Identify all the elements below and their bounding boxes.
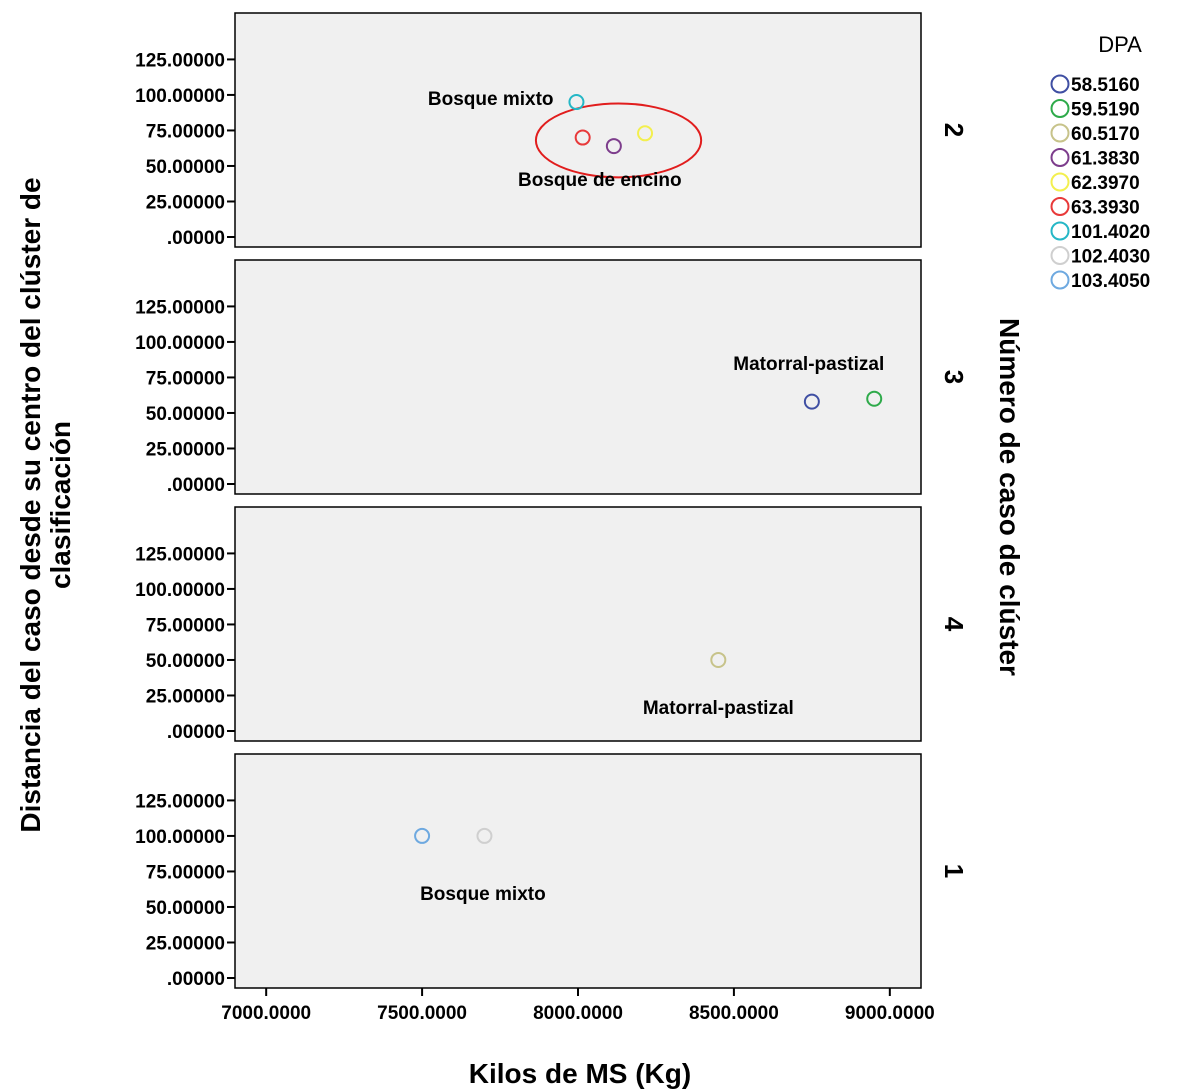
- legend-label: 62.3970: [1071, 173, 1140, 194]
- legend-entry: 103.4050: [1050, 270, 1150, 292]
- legend-title: DPA: [1098, 32, 1142, 57]
- legend-label: 101.4020: [1071, 222, 1150, 243]
- y-tick-label: .00000: [167, 228, 225, 249]
- y-tick-label: 25.00000: [146, 933, 225, 954]
- x-axis-title: Kilos de MS (Kg): [469, 1058, 691, 1089]
- data-point-dpa-103.4050: [414, 827, 431, 844]
- x-tick-label: 8000.0000: [533, 1003, 623, 1024]
- y-tick-label: 75.00000: [146, 862, 225, 883]
- legend-label: 59.5190: [1071, 100, 1140, 121]
- x-tick-label: 8500.0000: [689, 1003, 779, 1024]
- right-axis-title: Número de caso de clúster: [994, 318, 1025, 676]
- panel-label-cluster-1: 1: [939, 864, 969, 878]
- legend-marker: [1050, 172, 1070, 192]
- legend-label: 61.3830: [1071, 149, 1140, 170]
- panel-cluster-4: .00000 25.00000 50.00000 75.00000 100.00000 1…: [135, 506, 969, 743]
- data-point-dpa-59.5190: [866, 390, 883, 407]
- y-tick-label: 25.00000: [146, 192, 225, 213]
- data-point-dpa-61.3830: [605, 138, 622, 155]
- data-point-dpa-63.3930: [574, 129, 591, 146]
- y-axis-title: Distancia del caso desde su centro del c…: [15, 177, 76, 832]
- panel-frame: [234, 12, 922, 248]
- panels-layer: .00000 25.00000 50.00000 75.00000 100.00000 1…: [135, 12, 969, 990]
- legend-entry: 102.4030: [1050, 246, 1150, 268]
- y-tick-label: .00000: [167, 969, 225, 990]
- y-tick-label: 75.00000: [146, 615, 225, 636]
- legend-entry: 61.3830: [1050, 148, 1140, 170]
- y-tick-label: 50.00000: [146, 404, 225, 425]
- y-axis-title-line-2: clasificación: [45, 421, 76, 589]
- legend-marker: [1050, 270, 1070, 290]
- legend-entry: 63.3930: [1050, 197, 1140, 219]
- legend-marker: [1050, 99, 1070, 118]
- y-tick-label: 125.00000: [135, 50, 225, 71]
- legend-marker: [1050, 221, 1070, 241]
- legend-entry: 101.4020: [1050, 221, 1150, 243]
- annotation-label: Matorral-pastizal: [643, 698, 794, 719]
- legend-entry: 60.5170: [1050, 123, 1140, 145]
- annotation-label: Bosque de encino: [518, 170, 682, 191]
- legend-marker: [1050, 123, 1070, 143]
- data-point-dpa-62.3970: [637, 125, 654, 142]
- y-tick-label: 50.00000: [146, 898, 225, 919]
- data-point-dpa-101.4020: [568, 94, 585, 111]
- legend-marker: [1050, 148, 1070, 167]
- annotation-label: Bosque mixto: [420, 884, 546, 905]
- x-tick-label: 9000.0000: [845, 1003, 935, 1024]
- annotation-label: Matorral-pastizal: [733, 354, 884, 375]
- y-tick-label: 125.00000: [135, 791, 225, 812]
- y-tick-label: .00000: [167, 722, 225, 743]
- y-tick-label: 100.00000: [135, 333, 225, 354]
- x-axis: 7000.0000 7500.0000 8000.0000 8500.0000 9000…: [221, 988, 935, 1024]
- legend-entry: 59.5190: [1050, 99, 1140, 121]
- y-tick-label: 75.00000: [146, 368, 225, 389]
- panel-cluster-1: .00000 25.00000 50.00000 75.00000 100.00000 1…: [135, 753, 969, 990]
- panel-frame: [234, 506, 922, 742]
- legend-label: 58.5160: [1071, 75, 1140, 96]
- legend-entry: 58.5160: [1050, 74, 1140, 96]
- y-tick-label: 125.00000: [135, 544, 225, 565]
- highlight-ellipse: [534, 102, 703, 179]
- right-axis-title-text: Número de caso de clúster: [994, 318, 1025, 676]
- legend-label: 63.3930: [1071, 198, 1140, 219]
- y-tick-label: .00000: [167, 475, 225, 496]
- y-tick-label: 25.00000: [146, 686, 225, 707]
- y-tick-label: 125.00000: [135, 297, 225, 318]
- panel-cluster-3: .00000 25.00000 50.00000 75.00000 100.00000 1…: [135, 259, 969, 496]
- y-tick-label: 100.00000: [135, 827, 225, 848]
- y-tick-label: 50.00000: [146, 157, 225, 178]
- y-tick-label: 25.00000: [146, 439, 225, 460]
- data-point-dpa-102.4030: [476, 827, 493, 844]
- panel-label-cluster-2: 2: [939, 123, 969, 137]
- legend-marker: [1050, 246, 1070, 265]
- legend: DPA 58.5160 59.5190 60.5170 61.3830 62.3970 63…: [1050, 32, 1150, 292]
- panel-cluster-2: .00000 25.00000 50.00000 75.00000 100.00000 1…: [135, 12, 969, 249]
- y-tick-label: 50.00000: [146, 651, 225, 672]
- panel-label-cluster-3: 3: [939, 370, 969, 384]
- y-axis-title-line-1: Distancia del caso desde su centro del c…: [15, 177, 46, 832]
- legend-label: 102.4030: [1071, 247, 1150, 268]
- panel-label-cluster-4: 4: [939, 617, 969, 632]
- data-point-dpa-58.5160: [803, 393, 820, 410]
- x-tick-label: 7000.0000: [221, 1003, 311, 1024]
- legend-entry: 62.3970: [1050, 172, 1140, 194]
- x-tick-label: 7500.0000: [377, 1003, 467, 1024]
- y-tick-label: 75.00000: [146, 121, 225, 142]
- legend-label: 60.5170: [1071, 124, 1140, 145]
- panel-frame: [234, 259, 922, 495]
- legend-marker: [1050, 74, 1070, 94]
- data-point-dpa-60.5170: [710, 651, 727, 668]
- y-tick-label: 100.00000: [135, 580, 225, 601]
- annotation-label: Bosque mixto: [428, 89, 554, 110]
- legend-marker: [1050, 197, 1070, 216]
- y-tick-label: 100.00000: [135, 86, 225, 107]
- panel-frame: [234, 753, 922, 989]
- legend-label: 103.4050: [1071, 271, 1150, 292]
